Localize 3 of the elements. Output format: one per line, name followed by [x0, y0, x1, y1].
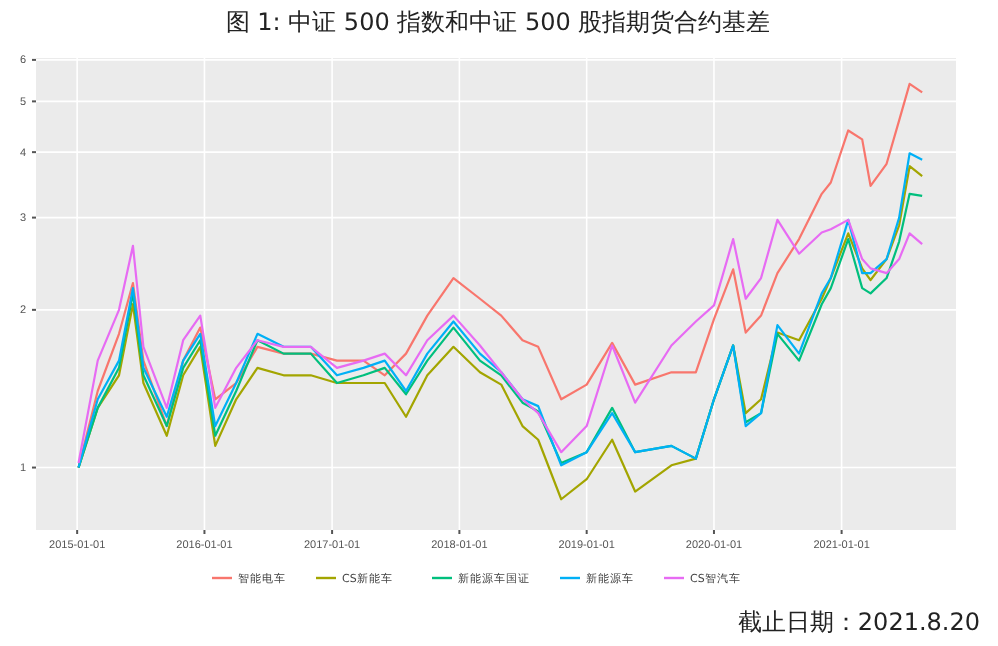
text: 截止日期：2021.8.20 — [737, 608, 980, 636]
chart-title: 图 1: 中证 500 指数和中证 500 股指期货合约基差 — [225, 8, 771, 36]
line-series — [77, 82, 924, 469]
